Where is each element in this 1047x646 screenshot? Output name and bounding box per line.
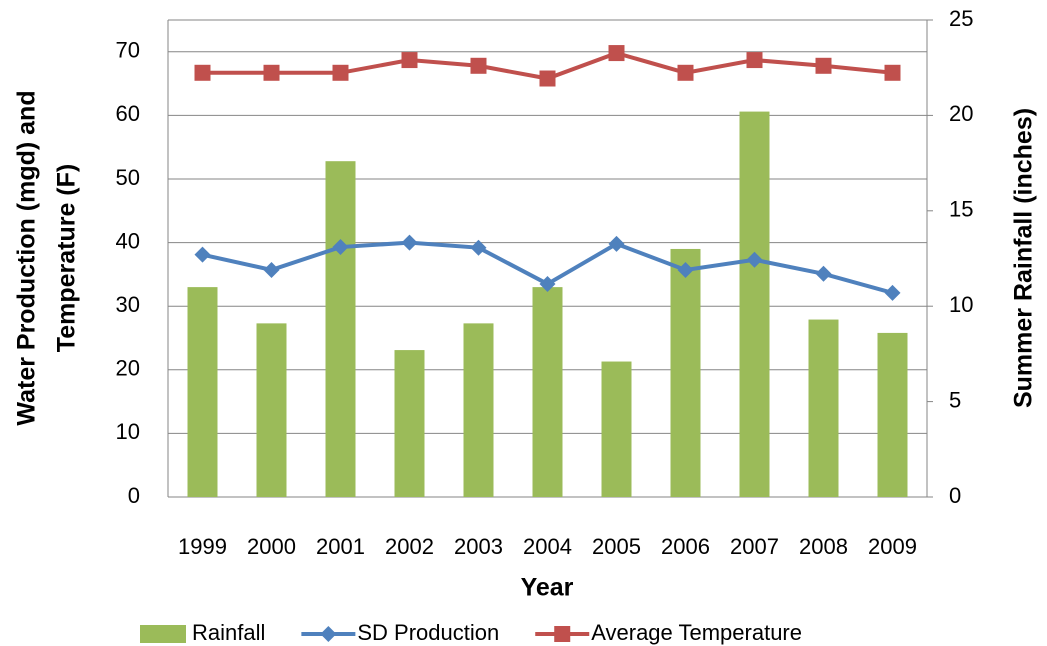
- x-axis-title: Year: [521, 574, 574, 602]
- marker: [332, 64, 349, 81]
- y2-tick-label: 20: [949, 101, 973, 126]
- marker: [470, 239, 487, 256]
- marker: [263, 64, 280, 81]
- legend-marker: [320, 626, 337, 642]
- y-tick-label: 30: [116, 292, 140, 317]
- x-tick-label: 2000: [247, 534, 296, 559]
- marker: [884, 64, 901, 81]
- marker: [884, 284, 901, 301]
- marker: [608, 235, 625, 252]
- marker: [194, 64, 211, 81]
- marker: [815, 57, 832, 74]
- legend-label: Average Temperature: [591, 620, 802, 645]
- bar: [877, 332, 908, 497]
- x-tick-label: 2002: [385, 534, 434, 559]
- bar: [601, 361, 632, 497]
- bar: [739, 111, 770, 498]
- marker: [401, 52, 418, 69]
- marker: [401, 234, 418, 251]
- marker: [539, 275, 556, 292]
- marker: [539, 70, 556, 87]
- y2-tick-label: 10: [949, 292, 973, 317]
- marker: [746, 251, 763, 268]
- x-tick-label: 2006: [661, 534, 710, 559]
- bar: [187, 287, 218, 497]
- marker: [332, 239, 349, 256]
- y2-tick-label: 25: [949, 6, 973, 31]
- marker: [815, 265, 832, 282]
- y-tick-label: 40: [116, 228, 140, 253]
- legend-label: SD Production: [357, 620, 499, 645]
- x-tick-label: 2009: [868, 534, 917, 559]
- legend-label: Rainfall: [192, 620, 265, 645]
- y2-tick-label: 15: [949, 197, 973, 222]
- x-tick-label: 2008: [799, 534, 848, 559]
- y2-tick-label: 5: [949, 387, 961, 412]
- y-tick-label: 60: [116, 101, 140, 126]
- legend-swatch: [140, 625, 186, 643]
- x-tick-label: 2004: [523, 534, 572, 559]
- bar: [463, 323, 494, 497]
- bar: [256, 323, 287, 497]
- y-axis-title: Temperature (F): [53, 164, 81, 352]
- legend-marker: [554, 626, 571, 642]
- marker: [746, 52, 763, 69]
- x-tick-label: 2001: [316, 534, 365, 559]
- y2-tick-label: 0: [949, 483, 961, 508]
- bar: [670, 248, 701, 497]
- y-axis-title: Water Production (mgd) and: [13, 90, 41, 425]
- bar: [394, 350, 425, 497]
- marker: [608, 45, 625, 62]
- marker: [677, 261, 694, 278]
- y-tick-label: 20: [116, 356, 140, 381]
- bar: [808, 319, 839, 497]
- x-tick-label: 2007: [730, 534, 779, 559]
- marker: [263, 261, 280, 278]
- y-tick-label: 10: [116, 419, 140, 444]
- y-tick-label: 70: [116, 38, 140, 63]
- x-tick-label: 2003: [454, 534, 503, 559]
- marker: [470, 57, 487, 74]
- y-tick-label: 50: [116, 165, 140, 190]
- marker: [194, 246, 211, 263]
- bar: [325, 161, 356, 497]
- y2-axis-title: Summer Rainfall (inches): [1010, 108, 1038, 408]
- marker: [677, 64, 694, 81]
- x-tick-label: 2005: [592, 534, 641, 559]
- x-tick-label: 1999: [178, 534, 227, 559]
- y-tick-label: 0: [128, 483, 140, 508]
- bar: [532, 287, 563, 497]
